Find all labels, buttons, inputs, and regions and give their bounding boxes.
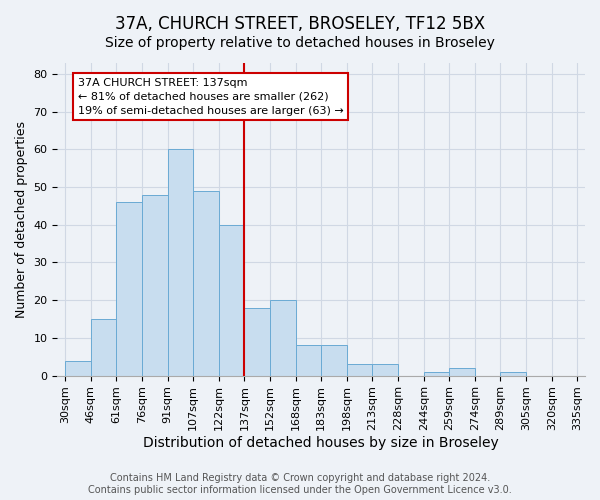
Bar (500, 372, 526, 376)
X-axis label: Distribution of detached houses by size in Broseley: Distribution of detached houses by size … (143, 436, 499, 450)
Bar (91, 319, 116, 376)
Bar (424, 372, 449, 376)
Y-axis label: Number of detached properties: Number of detached properties (15, 120, 28, 318)
Text: 37A, CHURCH STREET, BROSELEY, TF12 5BX: 37A, CHURCH STREET, BROSELEY, TF12 5BX (115, 15, 485, 33)
Bar (296, 346, 321, 376)
Bar (167, 150, 193, 376)
Bar (193, 191, 219, 376)
Text: Contains HM Land Registry data © Crown copyright and database right 2024.
Contai: Contains HM Land Registry data © Crown c… (88, 474, 512, 495)
Bar (449, 368, 475, 376)
Bar (65, 360, 91, 376)
Bar (347, 364, 373, 376)
Bar (244, 308, 270, 376)
Bar (116, 202, 142, 376)
Bar (219, 224, 244, 376)
Bar (373, 364, 398, 376)
Bar (321, 346, 347, 376)
Text: Size of property relative to detached houses in Broseley: Size of property relative to detached ho… (105, 36, 495, 50)
Bar (142, 194, 167, 376)
Text: 37A CHURCH STREET: 137sqm
← 81% of detached houses are smaller (262)
19% of semi: 37A CHURCH STREET: 137sqm ← 81% of detac… (78, 78, 344, 116)
Bar (270, 300, 296, 376)
